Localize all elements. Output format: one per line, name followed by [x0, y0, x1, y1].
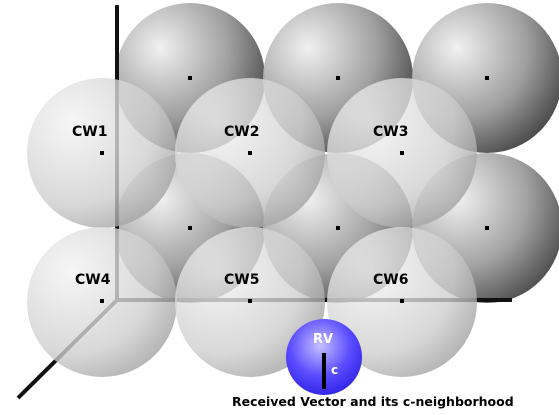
center-dot [100, 151, 104, 155]
center-dots [100, 76, 489, 303]
cw5-label: CW5 [224, 272, 259, 288]
center-dot [485, 76, 489, 80]
center-dot [400, 299, 404, 303]
codeword-labels: CW1 CW2 CW3 CW4 CW5 CW6 [72, 124, 408, 288]
center-dot [248, 151, 252, 155]
caption: Received Vector and its c-neighborhood [232, 394, 514, 409]
cw4-label: CW4 [75, 272, 111, 288]
center-dot [188, 226, 192, 230]
cw6-label: CW6 [373, 272, 408, 288]
center-dot [188, 76, 192, 80]
center-dot [336, 76, 340, 80]
cw1-label: CW1 [72, 124, 107, 140]
front-spheres [27, 78, 477, 377]
received-vector: RV c [286, 319, 362, 395]
rv-label: RV [313, 332, 333, 347]
center-dot [336, 226, 340, 230]
c-label: c [331, 363, 338, 377]
center-dot [485, 226, 489, 230]
cw3-label: CW3 [373, 124, 408, 140]
center-dot [248, 299, 252, 303]
center-dot [400, 151, 404, 155]
cw2-label: CW2 [224, 124, 259, 140]
center-dot [100, 299, 104, 303]
